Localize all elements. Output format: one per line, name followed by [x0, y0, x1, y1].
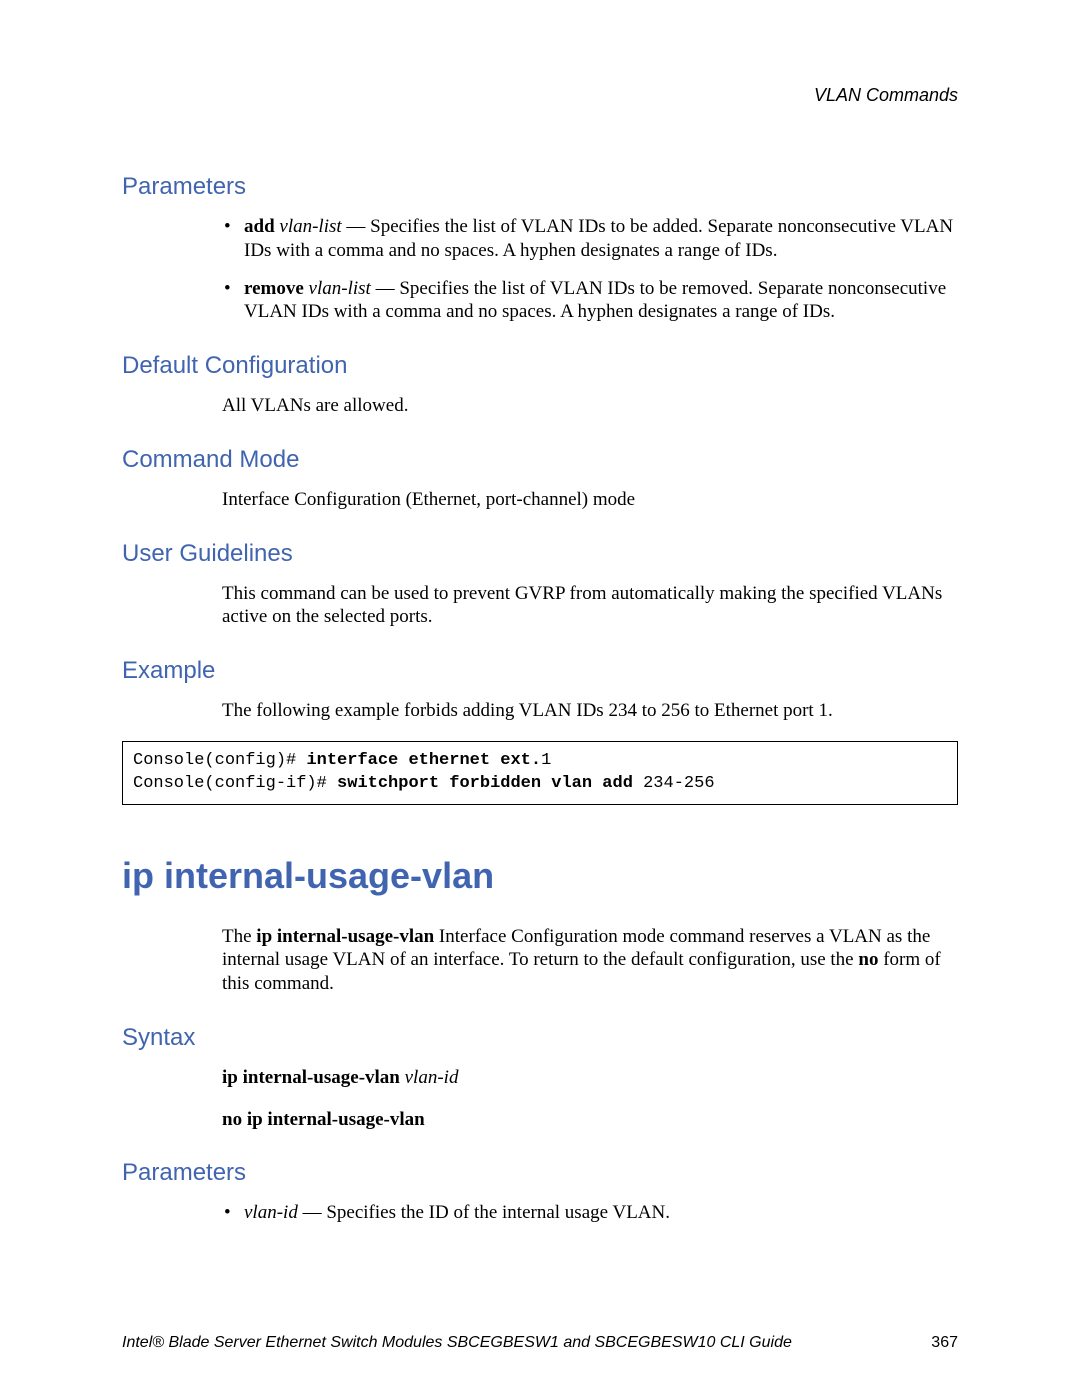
syntax-line: no ip internal-usage-vlan — [222, 1108, 958, 1132]
command-intro: The ip internal-usage-vlan Interface Con… — [222, 925, 958, 996]
section-heading-user-guidelines: User Guidelines — [122, 540, 958, 568]
footer-page-number: 367 — [931, 1334, 958, 1352]
param-arg: vlan-list — [279, 216, 341, 237]
keyword-no: no — [858, 949, 878, 970]
command-name: ip internal-usage-vlan — [256, 926, 434, 947]
code-block: Console(config)# interface ethernet ext.… — [122, 741, 958, 805]
param-keyword: remove — [244, 278, 304, 299]
section-heading-parameters2: Parameters — [122, 1159, 958, 1187]
param-arg: vlan-list — [309, 278, 371, 299]
param-keyword: add — [244, 216, 275, 237]
code-command: switchport forbidden vlan add — [337, 774, 643, 793]
document-page: VLAN Commands Parameters add vlan-list —… — [0, 0, 1080, 1397]
code-command: interface ethernet ext. — [306, 751, 541, 770]
section-heading-command-mode: Command Mode — [122, 446, 958, 474]
param-arg: vlan-id — [244, 1202, 298, 1223]
body-text: Interface Configuration (Ethernet, port-… — [222, 488, 958, 512]
list-item: remove vlan-list — Specifies the list of… — [222, 277, 958, 325]
syntax-command: ip internal-usage-vlan — [222, 1067, 405, 1088]
section-heading-syntax: Syntax — [122, 1024, 958, 1052]
body-text: This command can be used to prevent GVRP… — [222, 582, 958, 630]
section-heading-default-config: Default Configuration — [122, 352, 958, 380]
parameters1-body: add vlan-list — Specifies the list of VL… — [222, 215, 958, 324]
syntax-arg: vlan-id — [405, 1067, 459, 1088]
param-desc: — Specifies the list of VLAN IDs to be a… — [244, 216, 953, 261]
code-arg: 1 — [541, 751, 551, 770]
code-prompt: Console(config-if)# — [133, 774, 337, 793]
parameters2-body: vlan-id — Specifies the ID of the intern… — [222, 1201, 958, 1225]
syntax-body: ip internal-usage-vlan vlan-id no ip int… — [222, 1066, 958, 1132]
text: The — [222, 926, 256, 947]
default-config-body: All VLANs are allowed. — [222, 394, 958, 418]
section-heading-parameters: Parameters — [122, 173, 958, 201]
syntax-command: no ip internal-usage-vlan — [222, 1109, 425, 1130]
running-header: VLAN Commands — [814, 85, 958, 106]
example-body: The following example forbids adding VLA… — [222, 699, 958, 723]
page-content: Parameters add vlan-list — Specifies the… — [122, 85, 958, 1225]
code-prompt: Console(config)# — [133, 751, 306, 770]
command-mode-body: Interface Configuration (Ethernet, port-… — [222, 488, 958, 512]
body-text: All VLANs are allowed. — [222, 394, 958, 418]
footer-title: Intel® Blade Server Ethernet Switch Modu… — [122, 1334, 792, 1352]
list-item: vlan-id — Specifies the ID of the intern… — [222, 1201, 958, 1225]
body-text: The following example forbids adding VLA… — [222, 699, 958, 723]
page-footer: Intel® Blade Server Ethernet Switch Modu… — [122, 1334, 958, 1352]
list-item: add vlan-list — Specifies the list of VL… — [222, 215, 958, 263]
section-heading-example: Example — [122, 657, 958, 685]
syntax-line: ip internal-usage-vlan vlan-id — [222, 1066, 958, 1090]
param-desc: — Specifies the ID of the internal usage… — [298, 1202, 670, 1223]
code-arg: 234-256 — [643, 774, 714, 793]
user-guidelines-body: This command can be used to prevent GVRP… — [222, 582, 958, 630]
command-title: ip internal-usage-vlan — [122, 855, 958, 897]
